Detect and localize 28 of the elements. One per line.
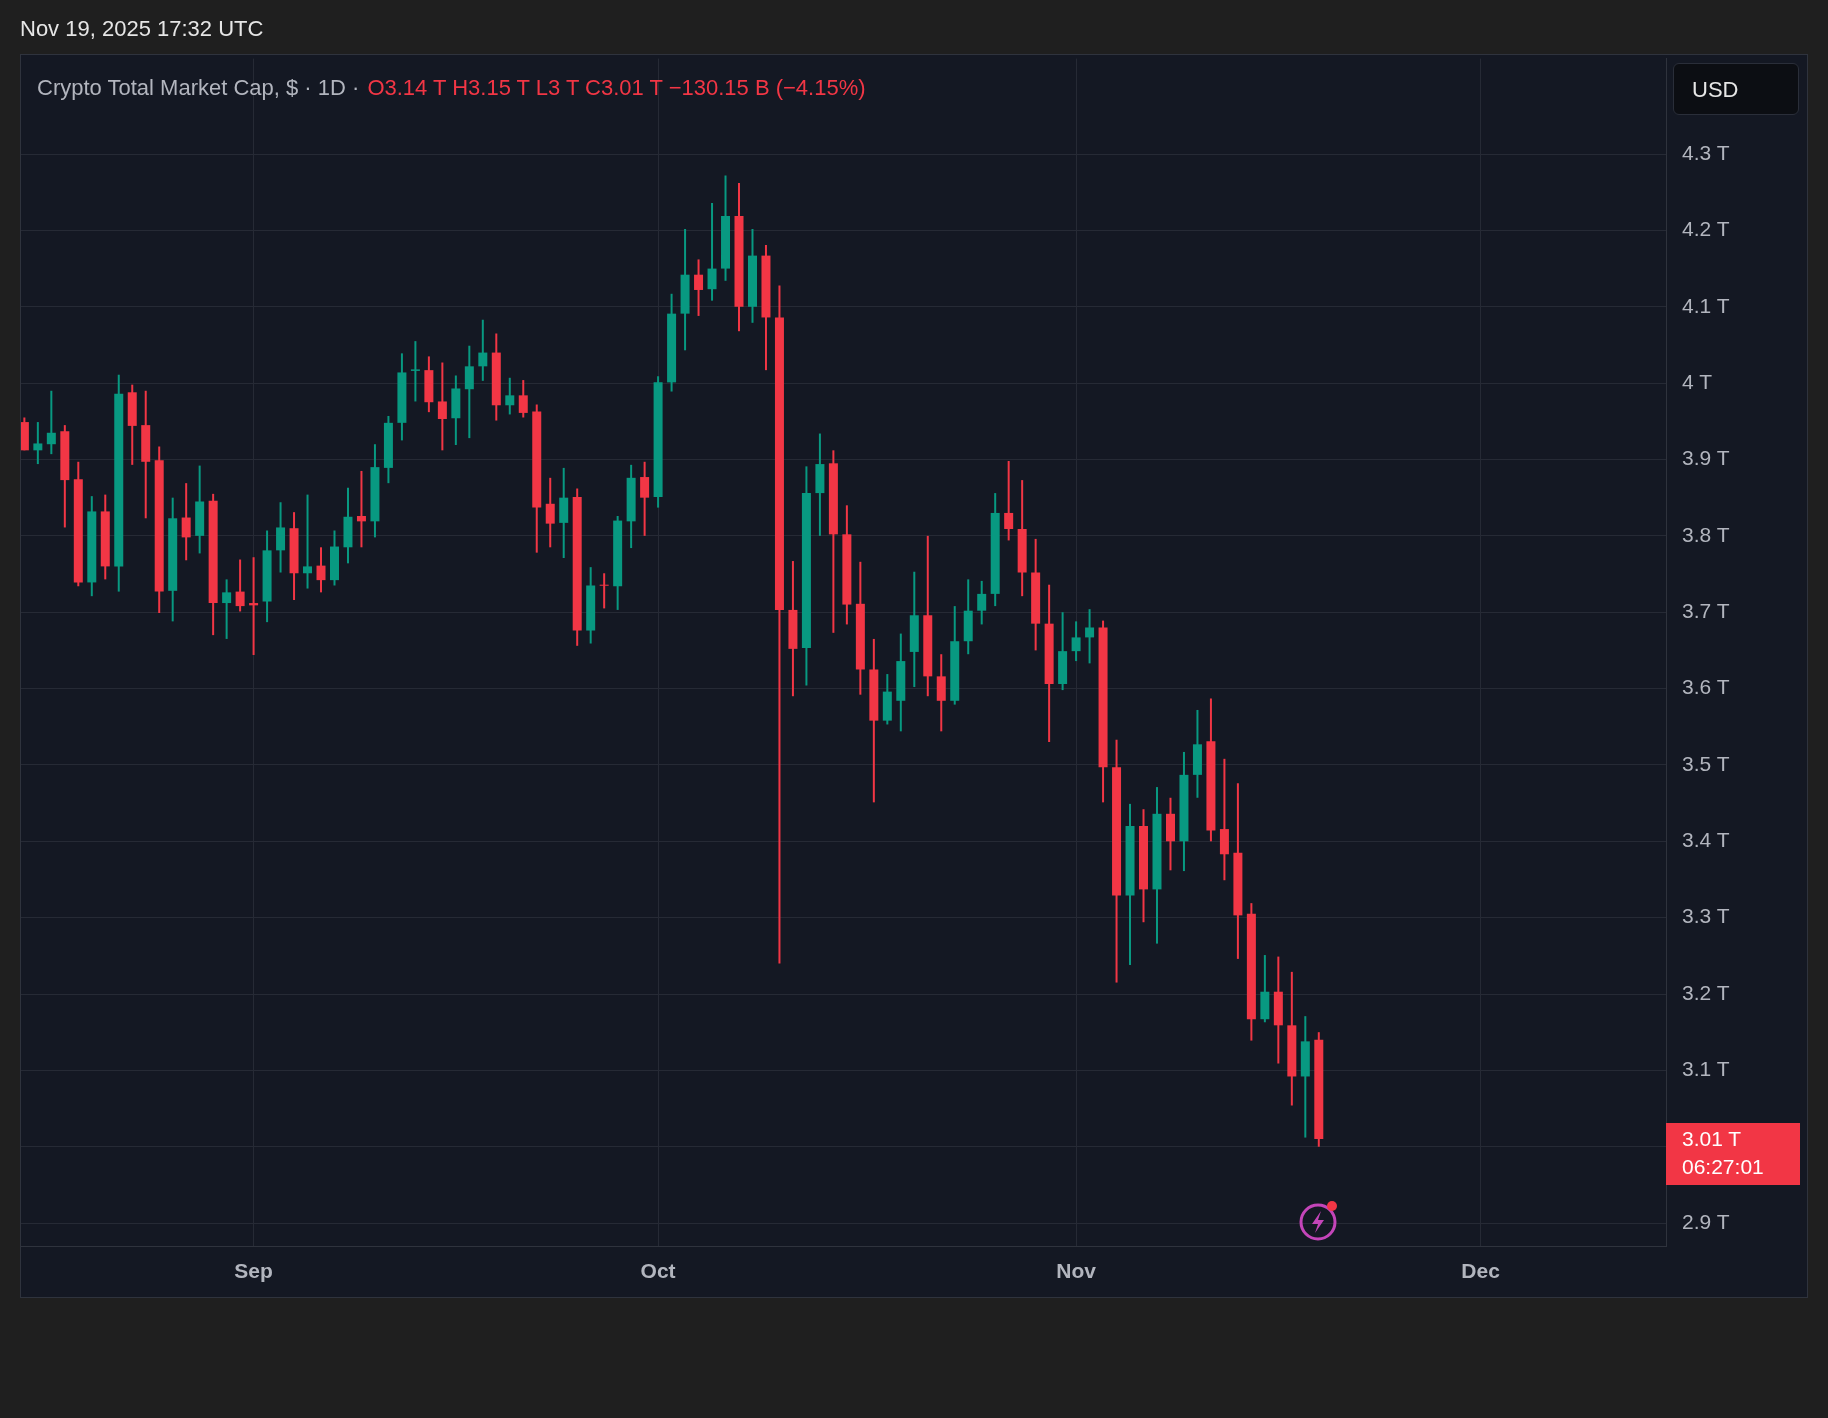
y-tick-label: 3.4 T: [1682, 828, 1730, 852]
y-tick-label: 3.3 T: [1682, 904, 1730, 928]
y-tick-label: 3.7 T: [1682, 599, 1730, 623]
text: Crypto Total Market Cap, $ · 1D ·: [37, 75, 360, 100]
x-tick-label: Oct: [640, 1259, 676, 1283]
text: 06:27:01: [1682, 1154, 1764, 1178]
y-tick-label: 3.6 T: [1682, 675, 1730, 699]
text: O3.14 T H3.15 T L3 T C3.01 T −130.15 B (−4.15%): [367, 75, 866, 100]
candlestick: [356, 470, 366, 548]
text: 3.01 T: [1682, 1126, 1742, 1150]
text: USD: [1673, 63, 1799, 115]
y-tick-label: 3.2 T: [1682, 980, 1730, 1004]
candlestick: [303, 494, 313, 589]
y-tick-label: 4 T: [1682, 369, 1713, 393]
text: Nov 19, 2025 17:32 UTC: [20, 16, 264, 42]
y-tick-label: 4.1 T: [1682, 293, 1730, 317]
x-tick-label: Nov: [1056, 1259, 1097, 1283]
x-tick-label: Sep: [234, 1259, 273, 1283]
candlestick: [599, 573, 609, 609]
y-tick-label: 4.2 T: [1682, 217, 1730, 241]
x-tick-label: Dec: [1461, 1259, 1501, 1283]
y-tick-label: 3.5 T: [1682, 751, 1730, 775]
candlestick: [410, 341, 420, 402]
y-tick-label: 4.3 T: [1682, 140, 1730, 164]
y-tick-label: 3.1 T: [1682, 1057, 1730, 1081]
y-tick-label: 3.9 T: [1682, 446, 1730, 470]
y-tick-label: 2.9 T: [1682, 1209, 1730, 1233]
y-tick-label: 3.8 T: [1682, 522, 1730, 546]
